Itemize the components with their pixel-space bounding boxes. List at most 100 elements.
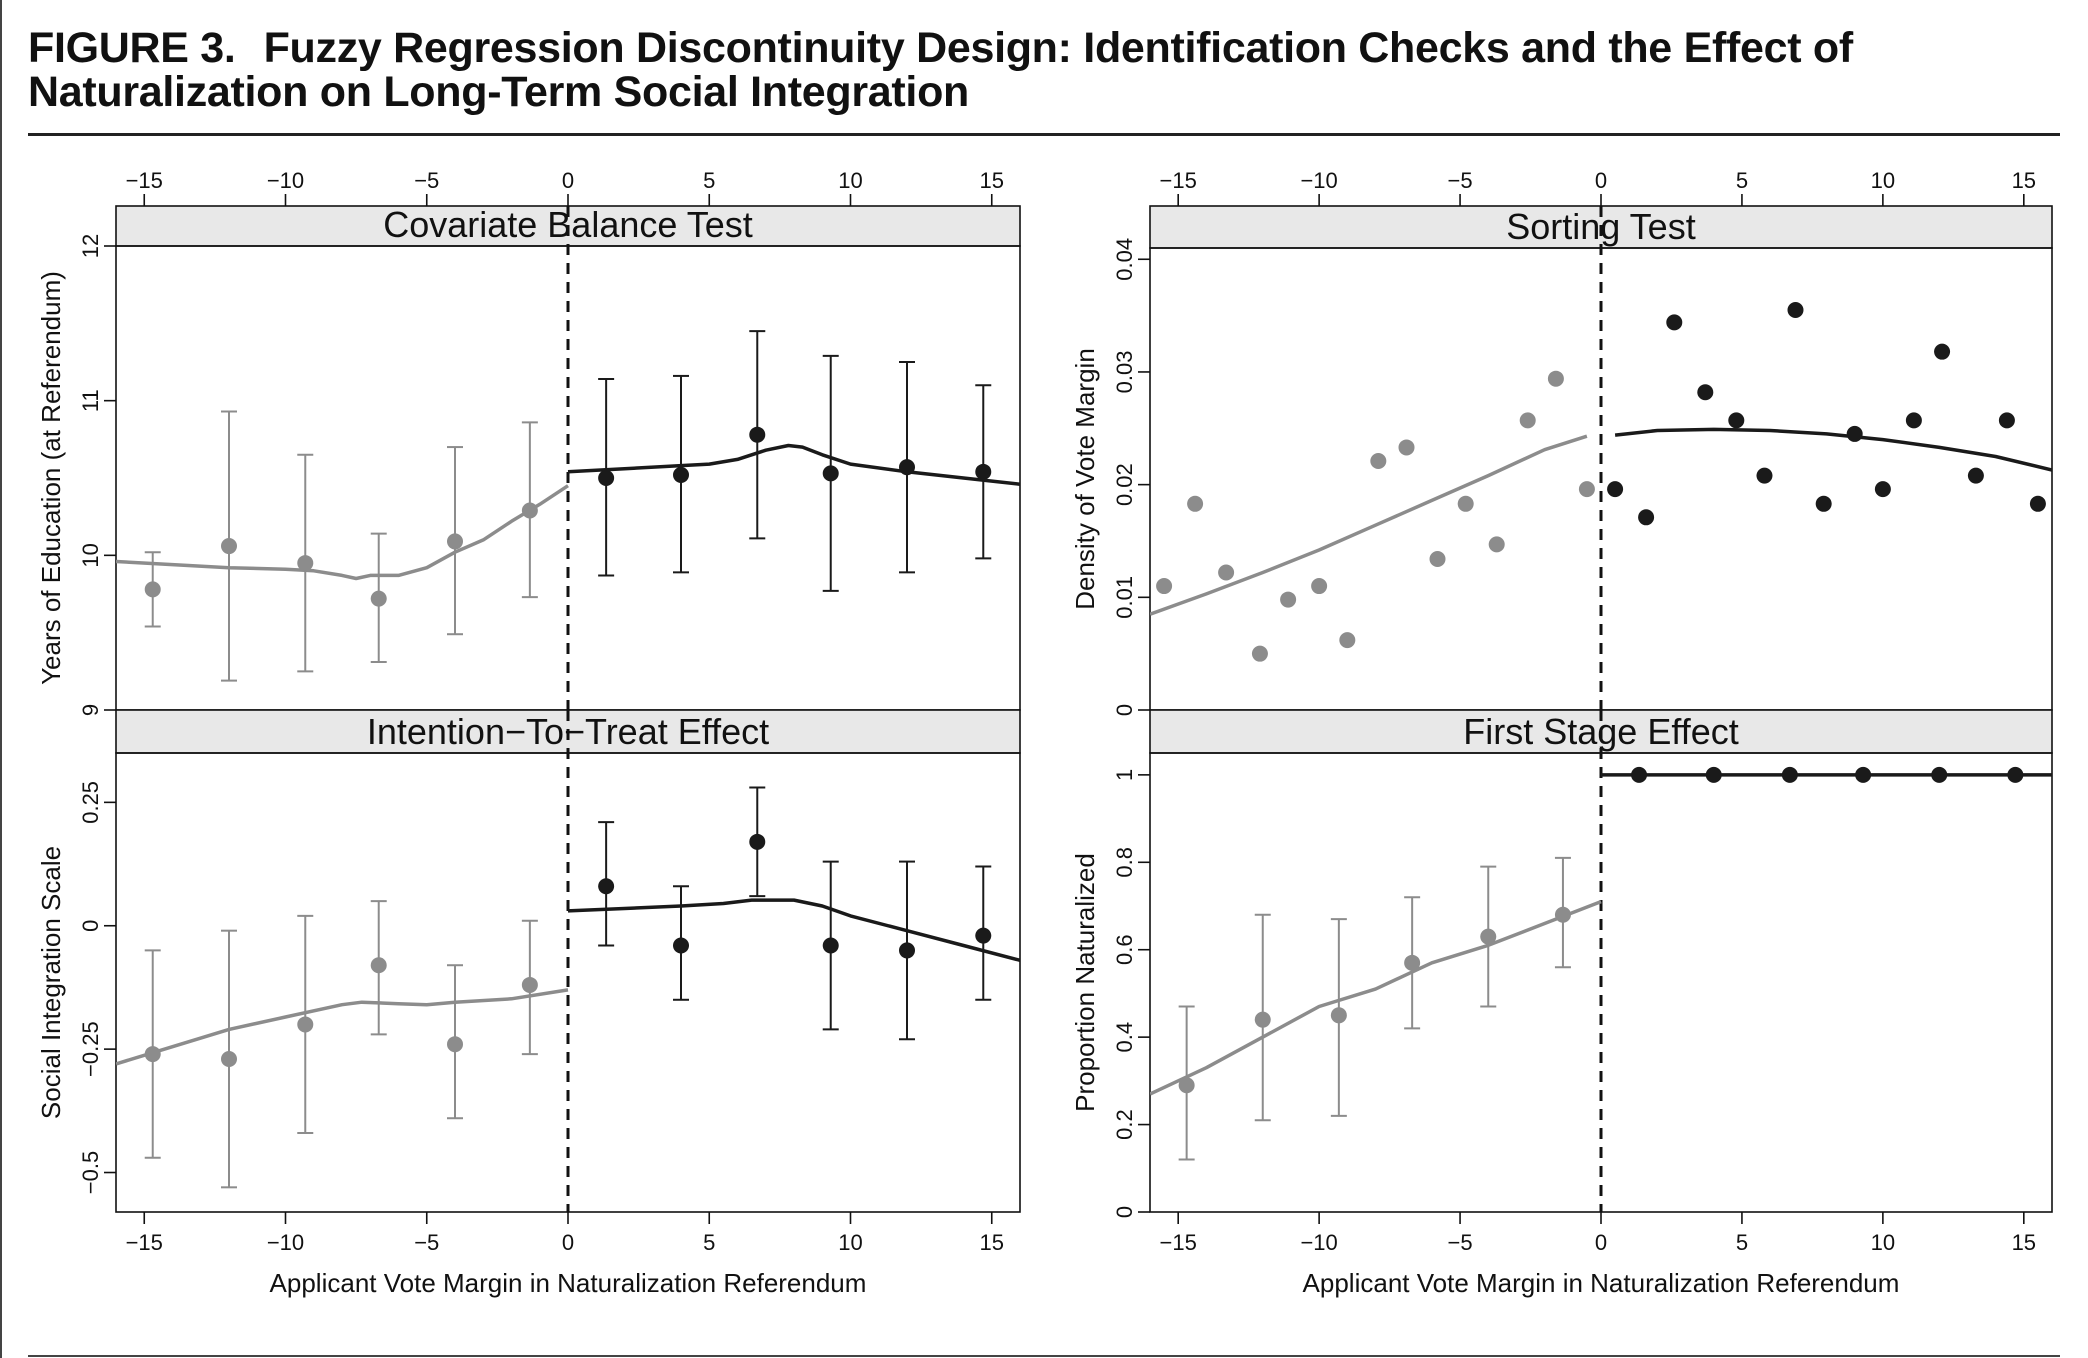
fit-line-control <box>116 988 569 1066</box>
x-tick-label: 15 <box>2012 1230 2036 1255</box>
data-point-treated <box>598 470 615 486</box>
x-tick-label: −15 <box>126 1230 163 1255</box>
data-point-control <box>1330 1007 1347 1024</box>
data-point-treated <box>1705 766 1722 783</box>
y-axis-label: Years of Education (at Referendum) <box>36 271 66 685</box>
data-point-control <box>1311 578 1328 595</box>
data-point-control <box>521 502 538 519</box>
data-point-control <box>447 533 463 550</box>
x-axis-label: Applicant Vote Margin in Naturalization … <box>270 1268 867 1298</box>
x-tick-label: −10 <box>1300 1230 1337 1255</box>
x-tick-label: −15 <box>1160 168 1197 193</box>
data-point-control <box>1178 1077 1195 1094</box>
panel-3: Intention−To−Treat Effect−0.5−0.2500.25S… <box>36 709 1021 1298</box>
data-point-treated <box>1781 766 1798 783</box>
x-tick-label: −10 <box>267 168 304 193</box>
y-tick-label: 1 <box>1112 769 1137 781</box>
data-point-treated <box>673 937 689 954</box>
data-point-control <box>221 1051 237 1067</box>
x-tick-label: 0 <box>1595 1230 1607 1255</box>
data-point-control <box>1370 452 1387 469</box>
data-point-control <box>1156 578 1173 595</box>
data-point-treated <box>1697 384 1714 401</box>
data-point-control <box>297 1016 314 1033</box>
data-point-treated <box>1638 509 1655 526</box>
x-tick-label: −10 <box>1300 168 1337 193</box>
y-tick-label: 0.8 <box>1112 847 1137 878</box>
y-tick-label: 9 <box>78 704 103 716</box>
data-point-control <box>1578 481 1595 498</box>
x-tick-label: 15 <box>2012 168 2036 193</box>
fit-line-control <box>1150 434 1588 616</box>
data-point-treated <box>1728 412 1745 429</box>
fit-line-treated <box>1614 427 2052 472</box>
figure-title: FIGURE 3. Fuzzy Regression Discontinuity … <box>28 26 2058 114</box>
data-point-treated <box>1855 766 1872 783</box>
y-tick-label: 0.02 <box>1112 463 1137 506</box>
y-tick-label: 0.6 <box>1112 934 1137 965</box>
data-point-treated <box>749 833 766 850</box>
y-tick-label: 0 <box>1112 704 1137 716</box>
data-point-treated <box>2007 766 2024 783</box>
data-point-treated <box>899 942 915 959</box>
data-point-treated <box>1787 301 1804 318</box>
x-tick-label: −5 <box>414 168 439 193</box>
x-tick-label: 5 <box>703 1230 715 1255</box>
y-tick-label: 12 <box>78 234 103 258</box>
x-tick-label: −15 <box>1160 1230 1197 1255</box>
data-point-treated <box>1815 495 1832 512</box>
y-tick-label: 0.25 <box>78 781 103 824</box>
data-point-treated <box>749 426 766 443</box>
fit-line-treated <box>567 898 1020 962</box>
data-point-treated <box>598 878 615 895</box>
y-axis-label: Density of Vote Margin <box>1070 348 1100 610</box>
x-axis-label: Applicant Vote Margin in Naturalization … <box>1303 1268 1900 1298</box>
x-tick-label: −10 <box>267 1230 304 1255</box>
x-tick-label: 0 <box>562 168 574 193</box>
data-point-control <box>1251 645 1268 662</box>
x-tick-label: 15 <box>980 1230 1004 1255</box>
data-point-control <box>521 976 538 993</box>
figure-label: FIGURE 3. <box>28 24 236 72</box>
x-tick-label: 10 <box>838 1230 862 1255</box>
y-tick-label: 0.01 <box>1112 576 1137 619</box>
data-point-treated <box>1874 481 1891 498</box>
data-point-control <box>447 1036 463 1053</box>
data-point-treated <box>975 927 992 944</box>
data-point-control <box>1480 928 1497 945</box>
fit-line-treated <box>567 443 1020 486</box>
x-tick-label: 5 <box>1736 1230 1748 1255</box>
data-point-control <box>370 590 387 607</box>
data-point-control <box>1457 495 1474 512</box>
x-tick-label: −15 <box>126 168 163 193</box>
y-tick-label: −0.25 <box>78 1021 103 1077</box>
data-point-treated <box>899 459 915 476</box>
y-tick-label: 10 <box>78 543 103 567</box>
y-tick-label: −0.5 <box>78 1151 103 1194</box>
data-point-control <box>1404 954 1421 971</box>
data-point-treated <box>1905 412 1922 429</box>
y-tick-label: 0.2 <box>1112 1109 1137 1140</box>
data-point-control <box>221 538 237 555</box>
data-point-treated <box>1666 314 1683 331</box>
x-tick-label: 0 <box>1595 168 1607 193</box>
data-point-treated <box>975 463 992 480</box>
data-point-treated <box>1846 425 1863 442</box>
y-tick-label: 0 <box>78 920 103 932</box>
y-tick-label: 0.04 <box>1112 238 1137 281</box>
x-tick-label: 5 <box>1736 168 1748 193</box>
data-point-treated <box>1934 343 1951 360</box>
fit-line-control <box>1150 899 1602 1096</box>
data-point-control <box>1519 412 1536 429</box>
data-point-control <box>1429 551 1446 568</box>
bottom-rule <box>28 1355 2060 1357</box>
x-tick-label: 10 <box>1871 1230 1895 1255</box>
x-tick-label: −5 <box>1448 1230 1473 1255</box>
y-tick-label: 11 <box>78 389 103 412</box>
x-tick-label: 10 <box>838 168 862 193</box>
data-point-treated <box>1631 766 1648 783</box>
x-tick-label: 10 <box>1871 168 1895 193</box>
data-point-control <box>1187 495 1204 512</box>
x-tick-label: −5 <box>414 1230 439 1255</box>
